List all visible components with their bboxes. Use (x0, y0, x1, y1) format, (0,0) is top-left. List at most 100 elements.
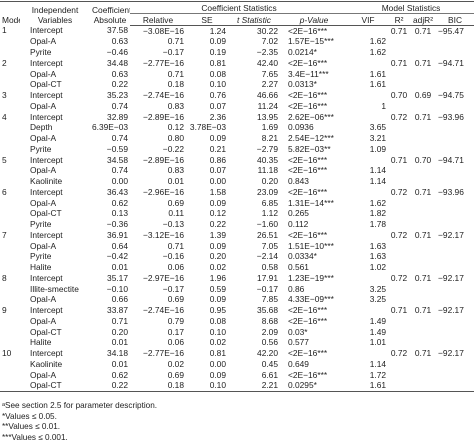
cell: 0.06 (167, 337, 184, 348)
model-stat: 0.71 (414, 111, 432, 122)
model-stat (436, 241, 474, 252)
cell: 0.0214* (288, 47, 317, 57)
cell: 0.07 (209, 100, 226, 111)
cell: 1.58 (209, 186, 226, 197)
table-row: Kaolinite 0.00 0.01 0.00 0.20 0.843 1.14 (0, 176, 474, 187)
cell: −2.74E−16 (143, 305, 184, 315)
table-row: Opal-A 0.62 0.69 0.09 6.85 1.31E−14*** 1.62 (0, 198, 474, 209)
cell: 0.64 (111, 240, 128, 251)
cell: 23.09 (257, 186, 278, 197)
cell: 0.56 (261, 337, 278, 348)
model-stat (388, 337, 410, 348)
model-id: 9 (2, 305, 7, 315)
model-stat: 0.71 (390, 154, 408, 165)
cell: 1.49 (369, 326, 387, 337)
model-id (0, 251, 20, 262)
model-stat: 0.72 (390, 272, 408, 283)
model-stat: −92.17 (438, 272, 464, 283)
table-row: Halite 0.01 0.06 0.02 0.56 0.577 1.01 (0, 337, 474, 348)
cell: −0.17 (256, 283, 278, 294)
model-stat (410, 79, 436, 90)
cell: −0.42 (106, 251, 128, 262)
model-stat (436, 47, 474, 58)
cell: −2.97E−16 (143, 272, 184, 283)
cell: 3.78E−03 (189, 122, 226, 133)
cell: 0.09 (209, 240, 226, 251)
model-stat: −95.47 (438, 25, 464, 36)
table-row: Pyrite −0.36 −0.13 0.22 −1.60 0.112 1.78 (0, 219, 474, 230)
cell: 0.74 (111, 133, 128, 143)
model-stat (436, 36, 474, 47)
cell: −1.60 (256, 219, 278, 229)
cell: 0.01 (167, 176, 184, 186)
model-stat (388, 327, 410, 338)
model-stat (410, 327, 436, 338)
table-row: Kaolinite 0.01 0.02 0.00 0.45 0.649 1.14 (0, 359, 474, 370)
header-cell: t Statistic (228, 13, 280, 26)
model-id (0, 337, 20, 348)
variable: Intercept (30, 57, 63, 68)
model-stat: 0.69 (414, 90, 432, 100)
table-row: 8 Intercept 35.17 −2.97E−16 1.96 17.91 1.23E−1… (0, 273, 474, 284)
model-stat (436, 380, 474, 393)
model-stat (436, 294, 474, 305)
cell: 0.09 (209, 294, 226, 305)
variable: Pyrite (30, 47, 52, 57)
model-stat: 0.72 (390, 111, 408, 122)
cell: <2E−16*** (288, 229, 328, 240)
cell: 0.02 (167, 358, 184, 369)
cell: 34.58 (107, 154, 128, 165)
cell: 36.91 (107, 229, 128, 240)
model-id (0, 133, 20, 144)
variable: Depth (30, 122, 53, 133)
cell (348, 348, 388, 359)
cell: −2.79 (256, 143, 278, 154)
cell: 0.21 (209, 143, 226, 154)
table-body: 1 Intercept 37.58 −3.08E−16 1.24 30.22 <2E−16*… (0, 25, 474, 393)
model-id (0, 208, 20, 219)
variable: Opal-A (30, 68, 57, 79)
model-stat (410, 316, 436, 327)
cell: −2.74E−16 (143, 90, 184, 100)
cell: <2E−16*** (288, 100, 328, 111)
model-stat: 0.72 (390, 348, 408, 358)
cell: 1.62 (369, 47, 387, 57)
cell: 0.13 (111, 208, 128, 219)
model-stat (436, 337, 474, 348)
cell: 0.09 (209, 133, 226, 143)
model-stat (410, 144, 436, 155)
cell: 0.00 (209, 358, 226, 369)
model-stat (388, 294, 410, 305)
model-stat (410, 241, 436, 252)
cell: 0.22 (111, 79, 128, 90)
table-row: Halite 0.01 0.06 0.02 0.58 0.561 1.02 (0, 262, 474, 273)
cell: 0.03* (288, 326, 308, 337)
model-id (0, 198, 20, 209)
cell: 1.31E−14*** (288, 197, 334, 208)
variable: Intercept (30, 348, 63, 358)
cell: 42.40 (257, 57, 278, 68)
cell: 1.14 (369, 176, 387, 186)
model-id (0, 294, 20, 305)
cell (348, 90, 388, 101)
model-stat (436, 370, 474, 381)
model-stat (410, 370, 436, 381)
cell: −0.17 (162, 283, 184, 294)
model-id: 6 (2, 186, 7, 197)
header-cell: Relative (130, 13, 186, 26)
model-stat (388, 359, 410, 370)
cell: 6.61 (261, 369, 278, 380)
model-stat (388, 69, 410, 80)
cell: 7.02 (261, 36, 278, 47)
cell: 0.01 (111, 262, 128, 272)
cell: −3.08E−16 (143, 25, 184, 36)
model-stat (388, 144, 410, 155)
cell: 0.71 (167, 36, 184, 47)
variable: Intercept (30, 305, 63, 315)
model-stat (410, 262, 436, 273)
cell: 32.89 (107, 111, 128, 122)
footnote: **Values ≤ 0.01. (2, 422, 61, 432)
cell: 3.21 (369, 133, 387, 143)
table-row: Opal-A 0.63 0.71 0.09 7.02 1.57E−15*** 1.62 (0, 36, 474, 47)
model-stat: 0.71 (414, 272, 432, 283)
